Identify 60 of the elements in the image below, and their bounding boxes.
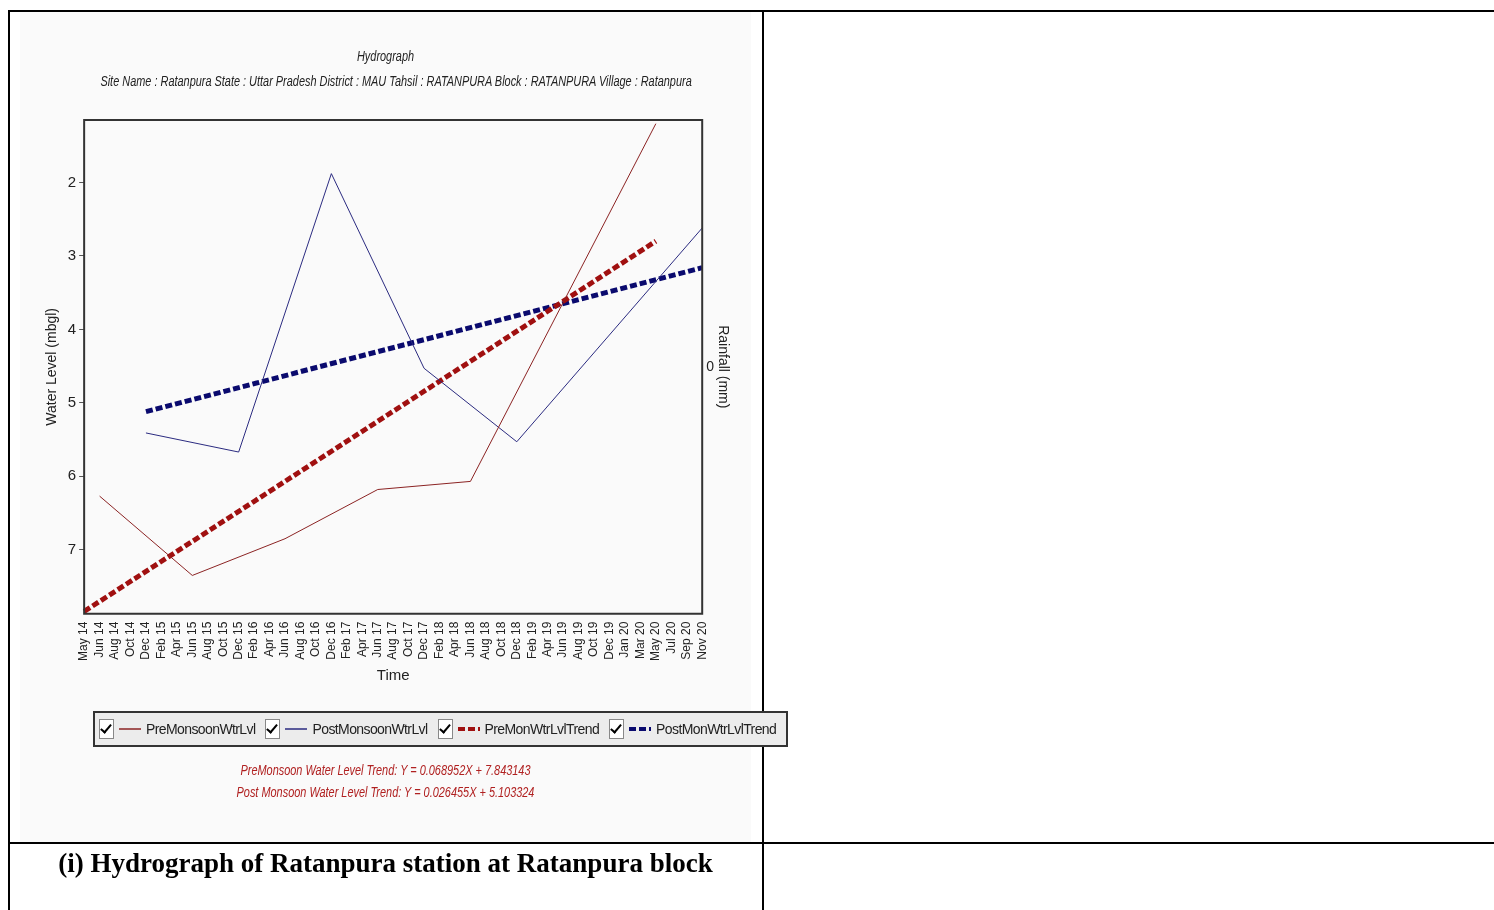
x-tick-label: Jan 20	[617, 621, 632, 658]
x-tick-label: Feb 16	[246, 621, 261, 660]
x-tick-label: Nov 20	[694, 621, 709, 660]
y-tick-label: 2	[67, 172, 77, 190]
x-tick-label: Apr 17	[354, 621, 369, 658]
legend-label: PostMonsoonWtrLvl	[312, 721, 428, 737]
x-tick-label: Jun 19	[555, 621, 570, 658]
x-tick-label: May 20	[648, 621, 663, 662]
x-tick-label: Oct 14	[122, 621, 137, 658]
x-tick-label: Dec 14	[138, 621, 153, 660]
x-tick-label: Jun 14	[91, 621, 106, 658]
x-tick-label: Aug 15	[200, 621, 215, 660]
x-tick-label: Feb 18	[431, 621, 446, 660]
y-tick-label: 4	[67, 319, 77, 337]
x-tick-label: Aug 19	[570, 621, 585, 660]
text: Post Monsoon Water Level Trend: Y = 0.026455X + 5.103324	[235, 784, 536, 800]
x-tick-label: Jun 15	[184, 621, 199, 658]
text: PreMonsoon Water Level Trend: Y = 0.068952X + 7.843143	[239, 762, 532, 778]
x-tick-label: Sep 20	[679, 621, 694, 660]
x-tick-label: Aug 16	[292, 621, 307, 660]
y-tick-label: 5	[67, 392, 77, 410]
legend-label: PreMonWtrLvlTrend	[484, 721, 600, 737]
x-tick-label: Apr 16	[261, 621, 276, 658]
x-tick-label: Feb 17	[339, 621, 354, 660]
x-tick-label: Oct 15	[215, 621, 230, 658]
x-tick-label: Oct 18	[493, 621, 508, 658]
x-tick-label: Aug 17	[385, 621, 400, 660]
x-tick-label: Aug 18	[478, 621, 493, 660]
x-tick-label: Jun 18	[462, 621, 477, 658]
legend-label: PreMonsoonWtrLvl	[146, 721, 256, 737]
x-tick-label: May 14	[76, 621, 91, 662]
x-tick-label: Dec 17	[416, 621, 431, 660]
x-tick-label: Dec 18	[509, 621, 524, 660]
x-tick-label: Aug 14	[107, 621, 122, 660]
x-tick-label: Dec 16	[323, 621, 338, 660]
x-tick-label: Dec 19	[601, 621, 616, 660]
x-tick-label: Apr 19	[540, 621, 554, 658]
x-tick-label: Apr 15	[169, 621, 184, 658]
x-tick-label: Feb 15	[153, 621, 168, 660]
x-tick-label: Oct 17	[400, 621, 415, 658]
x-tick-label: Apr 18	[447, 621, 462, 658]
x-tick-label: Jun 17	[370, 621, 385, 658]
x-axis-title: Time	[376, 666, 410, 684]
y-tick-label: 6	[67, 466, 77, 484]
x-tick-label: Feb 19	[524, 621, 539, 660]
x-tick-label: Oct 19	[586, 621, 601, 658]
x-tick-label: Jul 20	[663, 621, 678, 654]
x-tick-label: Mar 20	[632, 621, 647, 660]
legend-label: PostMonWtrLvlTrend	[656, 721, 777, 737]
y-axis-title: Water Level (mbgl)	[43, 307, 60, 426]
y-tick-label: 7	[67, 539, 77, 557]
text: 0	[706, 357, 714, 374]
x-tick-label: Jun 16	[277, 621, 292, 658]
y2-axis-title: Rainfall (mm)	[715, 325, 732, 409]
text: (i) Hydrograph of Ratanpura station at Ratanpura block	[57, 847, 714, 880]
chart-subtitle: Site Name : Ratanpura State : Uttar Pradesh District : MAU Tahsil : RATANPURA Block : RATANPURA Village : Ratanpura	[100, 73, 692, 89]
x-tick-label: Dec 15	[230, 621, 245, 660]
chart-title: Hydrograph	[355, 48, 416, 64]
x-tick-label: Oct 16	[308, 621, 323, 658]
y-tick-label: 3	[67, 246, 77, 264]
